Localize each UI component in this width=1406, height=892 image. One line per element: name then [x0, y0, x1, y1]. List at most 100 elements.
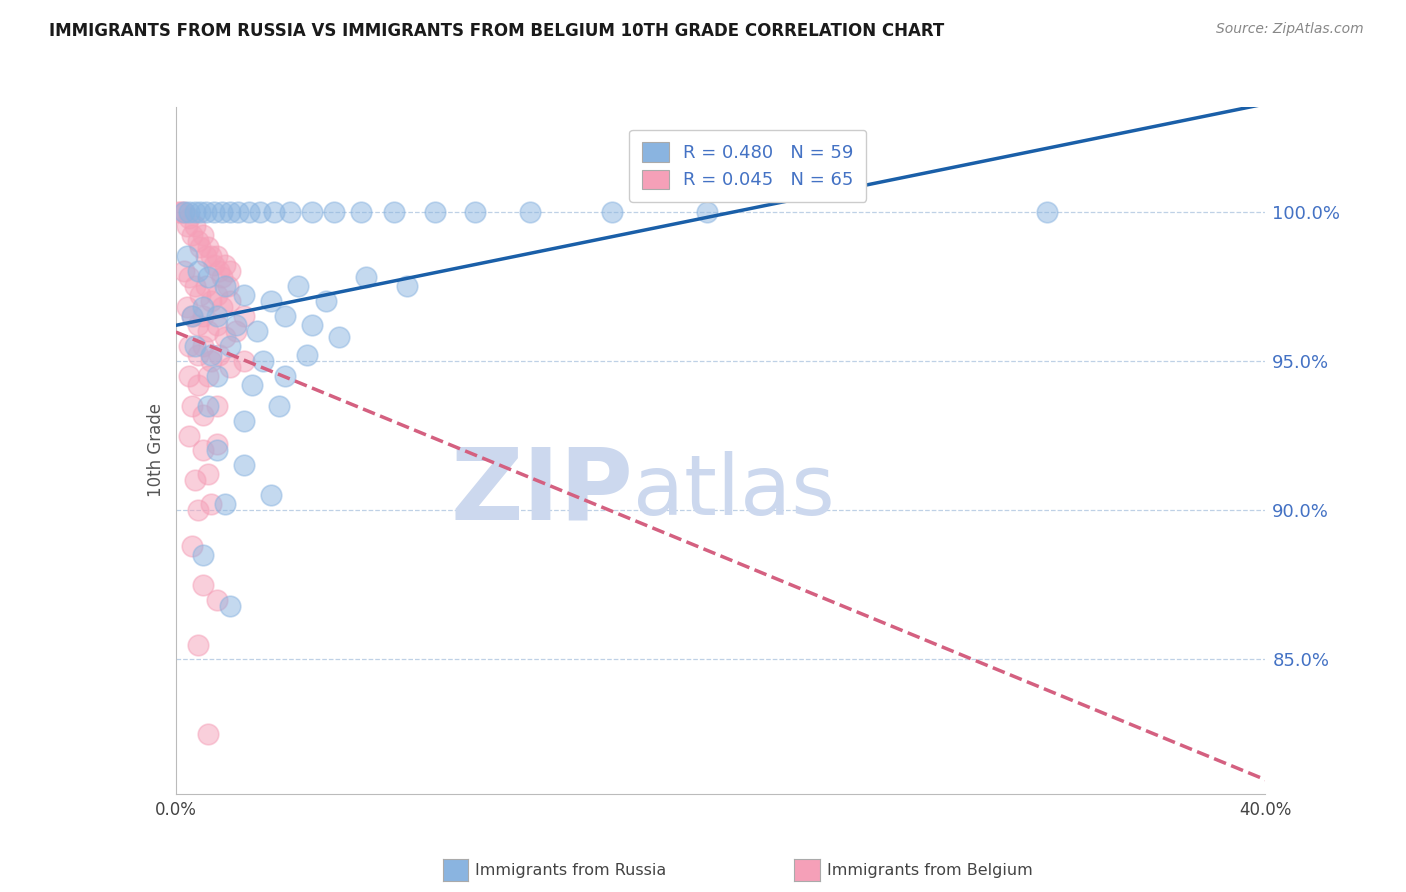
- Point: [197, 324, 219, 338]
- Point: [197, 270, 219, 285]
- Point: [225, 318, 247, 332]
- Point: [202, 204, 225, 219]
- Point: [167, 204, 190, 219]
- Point: [232, 414, 254, 428]
- Point: [186, 638, 209, 652]
- Point: [200, 348, 222, 362]
- Point: [246, 324, 269, 338]
- Point: [287, 279, 309, 293]
- Y-axis label: 10th Grade: 10th Grade: [146, 403, 165, 498]
- Point: [217, 279, 239, 293]
- Point: [219, 359, 242, 374]
- Point: [191, 228, 214, 243]
- Point: [176, 219, 198, 234]
- Point: [186, 235, 209, 249]
- Point: [423, 204, 446, 219]
- Point: [228, 204, 250, 219]
- Point: [191, 339, 214, 353]
- Point: [232, 458, 254, 473]
- Point: [186, 348, 209, 362]
- Point: [197, 368, 219, 383]
- Point: [214, 279, 236, 293]
- Point: [191, 443, 214, 458]
- Point: [219, 339, 242, 353]
- Point: [211, 204, 233, 219]
- Point: [274, 368, 297, 383]
- Point: [179, 211, 201, 225]
- Point: [232, 309, 254, 323]
- Point: [350, 204, 373, 219]
- Point: [219, 599, 242, 613]
- Point: [186, 503, 209, 517]
- Point: [214, 330, 236, 344]
- Point: [205, 443, 228, 458]
- Point: [181, 228, 204, 243]
- Point: [202, 258, 225, 272]
- Point: [219, 264, 242, 278]
- Point: [240, 377, 263, 392]
- Point: [205, 368, 228, 383]
- Point: [188, 204, 211, 219]
- Point: [696, 204, 718, 219]
- Point: [176, 249, 198, 263]
- Point: [186, 264, 209, 278]
- Point: [181, 399, 204, 413]
- Point: [188, 288, 211, 302]
- Point: [191, 578, 214, 592]
- Point: [176, 300, 198, 314]
- Point: [179, 339, 201, 353]
- Point: [260, 294, 283, 309]
- Point: [269, 399, 291, 413]
- Point: [208, 264, 231, 278]
- Point: [170, 204, 193, 219]
- Point: [214, 497, 236, 511]
- Point: [179, 428, 201, 442]
- Point: [179, 270, 201, 285]
- Point: [200, 354, 222, 368]
- Point: [184, 279, 207, 293]
- Point: [205, 437, 228, 451]
- Point: [200, 497, 222, 511]
- Point: [219, 204, 242, 219]
- Point: [356, 270, 378, 285]
- Point: [263, 204, 285, 219]
- Point: [184, 204, 207, 219]
- Point: [200, 249, 222, 263]
- Point: [194, 279, 217, 293]
- Text: Immigrants from Russia: Immigrants from Russia: [475, 863, 666, 878]
- Point: [181, 309, 204, 323]
- Point: [197, 399, 219, 413]
- Text: IMMIGRANTS FROM RUSSIA VS IMMIGRANTS FROM BELGIUM 10TH GRADE CORRELATION CHART: IMMIGRANTS FROM RUSSIA VS IMMIGRANTS FRO…: [49, 22, 945, 40]
- Point: [191, 309, 214, 323]
- Point: [274, 309, 297, 323]
- Point: [197, 240, 219, 254]
- Point: [219, 294, 242, 309]
- Point: [181, 539, 204, 553]
- Point: [464, 204, 486, 219]
- Point: [396, 279, 419, 293]
- Point: [184, 219, 207, 234]
- Point: [205, 288, 228, 302]
- Point: [184, 339, 207, 353]
- Point: [208, 348, 231, 362]
- Text: atlas: atlas: [633, 451, 835, 533]
- Point: [205, 399, 228, 413]
- Point: [194, 204, 217, 219]
- Point: [301, 318, 323, 332]
- Point: [205, 309, 228, 323]
- Legend: R = 0.480   N = 59, R = 0.045   N = 65: R = 0.480 N = 59, R = 0.045 N = 65: [630, 130, 866, 202]
- Point: [214, 258, 236, 272]
- Point: [211, 300, 233, 314]
- Point: [205, 592, 228, 607]
- Point: [1036, 204, 1059, 219]
- Point: [197, 467, 219, 482]
- Point: [191, 548, 214, 562]
- Text: Source: ZipAtlas.com: Source: ZipAtlas.com: [1216, 22, 1364, 37]
- Point: [238, 204, 260, 219]
- Point: [205, 249, 228, 263]
- Point: [173, 204, 195, 219]
- Point: [191, 408, 214, 422]
- Point: [179, 204, 201, 219]
- Point: [173, 204, 195, 219]
- Point: [322, 204, 344, 219]
